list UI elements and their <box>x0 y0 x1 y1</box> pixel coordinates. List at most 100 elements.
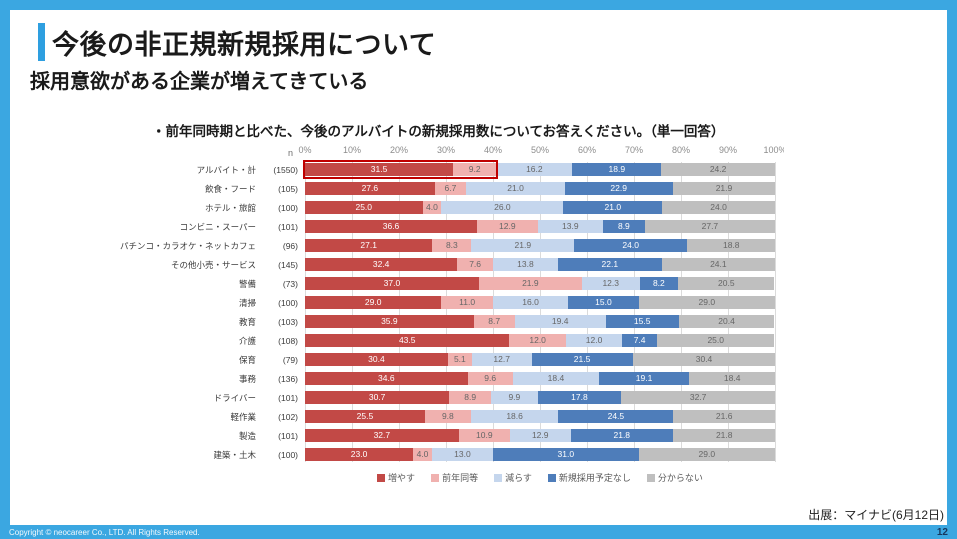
legend-item: 前年同等 <box>431 471 478 484</box>
value-label: 16.2 <box>526 164 543 174</box>
value-label: 11.0 <box>459 297 476 307</box>
stacked-bar: 43.5 12.0 12.0 7.4 25.0 <box>305 334 775 347</box>
value-label: 15.5 <box>633 316 651 326</box>
value-label: 15.0 <box>595 297 612 307</box>
bar-segment: 34.6 <box>305 372 468 385</box>
bar-segment: 22.1 <box>557 258 662 271</box>
value-label: 24.1 <box>710 259 727 269</box>
value-label: 23.0 <box>350 449 368 459</box>
legend-item: 減らす <box>494 471 532 484</box>
bar-segment: 25.0 <box>305 201 423 214</box>
value-label: 5.1 <box>453 354 466 364</box>
bar-segment: 27.6 <box>305 182 435 195</box>
bar-segment: 15.0 <box>568 296 639 309</box>
category-label: コンビニ・スーパー <box>179 221 256 232</box>
stacked-bar: 30.4 5.1 12.7 21.5 30.4 <box>305 353 776 366</box>
bar-segment: 4.0 <box>422 201 442 214</box>
value-label: 43.5 <box>398 335 416 345</box>
value-label: 12.9 <box>499 221 516 231</box>
table-row: 飲食・フード (105) 27.6 6.7 21.0 22.9 21.9 <box>60 179 784 198</box>
table-row: 介護 (108) 43.5 12.0 12.0 7.4 25.0 <box>60 331 784 350</box>
bar-segment: 20.5 <box>678 277 775 290</box>
bar-segment: 12.7 <box>471 353 532 366</box>
table-row: 事務 (136) 34.6 9.6 18.4 19.1 18.4 <box>60 369 784 388</box>
bar-segment: 21.9 <box>471 239 575 252</box>
bar-segment: 25.5 <box>305 410 425 423</box>
sample-size: (108) <box>278 335 298 346</box>
bar-segment: 7.6 <box>457 258 493 271</box>
x-tick: 30% <box>436 145 456 155</box>
x-tick: 60% <box>577 145 597 155</box>
bar-segment: 32.7 <box>621 391 775 404</box>
value-label: 30.4 <box>368 354 385 364</box>
legend-item: 新規採用予定なし <box>547 471 631 484</box>
legend-item: 増やす <box>377 471 415 484</box>
value-label: 19.1 <box>635 373 653 383</box>
bar-segment: 25.0 <box>656 334 775 347</box>
table-row: 軽作業 (102) 25.5 9.8 18.6 24.5 21.6 <box>60 407 784 426</box>
bar-segment: 4.0 <box>413 448 432 461</box>
value-label: 12.0 <box>585 335 603 345</box>
value-label: 13.8 <box>517 259 534 269</box>
bar-segment: 24.5 <box>558 410 674 423</box>
stacked-bar: 35.9 8.7 19.4 15.5 20.4 <box>305 315 775 328</box>
bar-segment: 21.8 <box>570 429 673 442</box>
bar-segment: 21.6 <box>673 410 775 423</box>
category-label: ホテル・旅館 <box>204 202 256 213</box>
value-label: 17.8 <box>571 392 588 402</box>
category-label: アルバイト・計 <box>196 164 256 175</box>
category-label: 警備 <box>238 278 256 289</box>
table-row: 清掃 (100) 29.0 11.0 16.0 15.0 29.0 <box>60 293 784 312</box>
value-label: 25.0 <box>355 202 373 212</box>
category-label: 建築・土木 <box>213 449 256 460</box>
sample-size: (1550) <box>273 164 298 175</box>
legend-label: 分からない <box>657 473 703 483</box>
category-label: 教育 <box>238 316 256 327</box>
bar-segment: 23.0 <box>305 448 414 461</box>
slide-title: 今後の非正規新規採用について <box>52 30 437 60</box>
bar-segment: 16.0 <box>492 296 569 309</box>
gridline <box>681 162 682 462</box>
bar-segment: 22.9 <box>564 182 673 195</box>
sample-size: (96) <box>282 240 298 251</box>
bar-segment: 19.1 <box>599 372 689 385</box>
table-row: 保育 (79) 30.4 5.1 12.7 21.5 30.4 <box>60 350 784 369</box>
bar-segment: 24.0 <box>574 239 688 252</box>
bar-segment: 5.1 <box>447 353 472 366</box>
bar-segment: 31.0 <box>492 448 639 461</box>
bar-segment: 9.8 <box>424 410 471 423</box>
bar-segment: 12.0 <box>565 334 623 347</box>
value-label: 21.9 <box>522 278 539 288</box>
value-label: 20.5 <box>718 278 735 288</box>
x-tick: 0% <box>298 145 312 155</box>
value-label: 29.0 <box>698 449 716 459</box>
slide-subtitle: 採用意欲がある企業が増えてきている <box>30 71 369 93</box>
value-label: 8.2 <box>652 278 665 288</box>
legend-swatch <box>431 473 440 482</box>
sample-size: (103) <box>278 316 298 327</box>
sample-size: (136) <box>278 373 298 384</box>
stacked-bar: 32.7 10.9 12.9 21.8 21.8 <box>305 429 776 442</box>
category-label: ドライバー <box>213 392 256 403</box>
stacked-bar: 27.1 8.3 21.9 24.0 18.8 <box>305 239 776 252</box>
table-row: アルバイト・計 (1550) 31.5 9.2 16.2 18.9 24.2 <box>60 160 784 179</box>
page-number: 12 <box>936 526 948 538</box>
value-label: 21.0 <box>507 183 524 193</box>
bar-segment: 9.6 <box>467 372 513 385</box>
x-tick: 70% <box>624 145 644 155</box>
value-label: 12.0 <box>529 335 546 345</box>
value-label: 9.6 <box>484 373 497 383</box>
sample-size: (101) <box>278 221 298 232</box>
bar-segment: 8.7 <box>473 315 515 328</box>
bar-segment: 21.0 <box>563 201 663 214</box>
value-label: 8.9 <box>617 221 630 231</box>
value-label: 35.9 <box>381 316 398 326</box>
bar-segment: 21.5 <box>531 353 633 366</box>
value-label: 12.7 <box>493 354 510 364</box>
value-label: 12.9 <box>531 430 549 440</box>
chart-legend: 増やす 前年同等 減らす 新規採用予定なし 分からない <box>305 471 775 484</box>
value-label: 9.2 <box>468 164 481 174</box>
category-label: 製造 <box>238 430 256 441</box>
value-label: 30.7 <box>368 392 386 402</box>
